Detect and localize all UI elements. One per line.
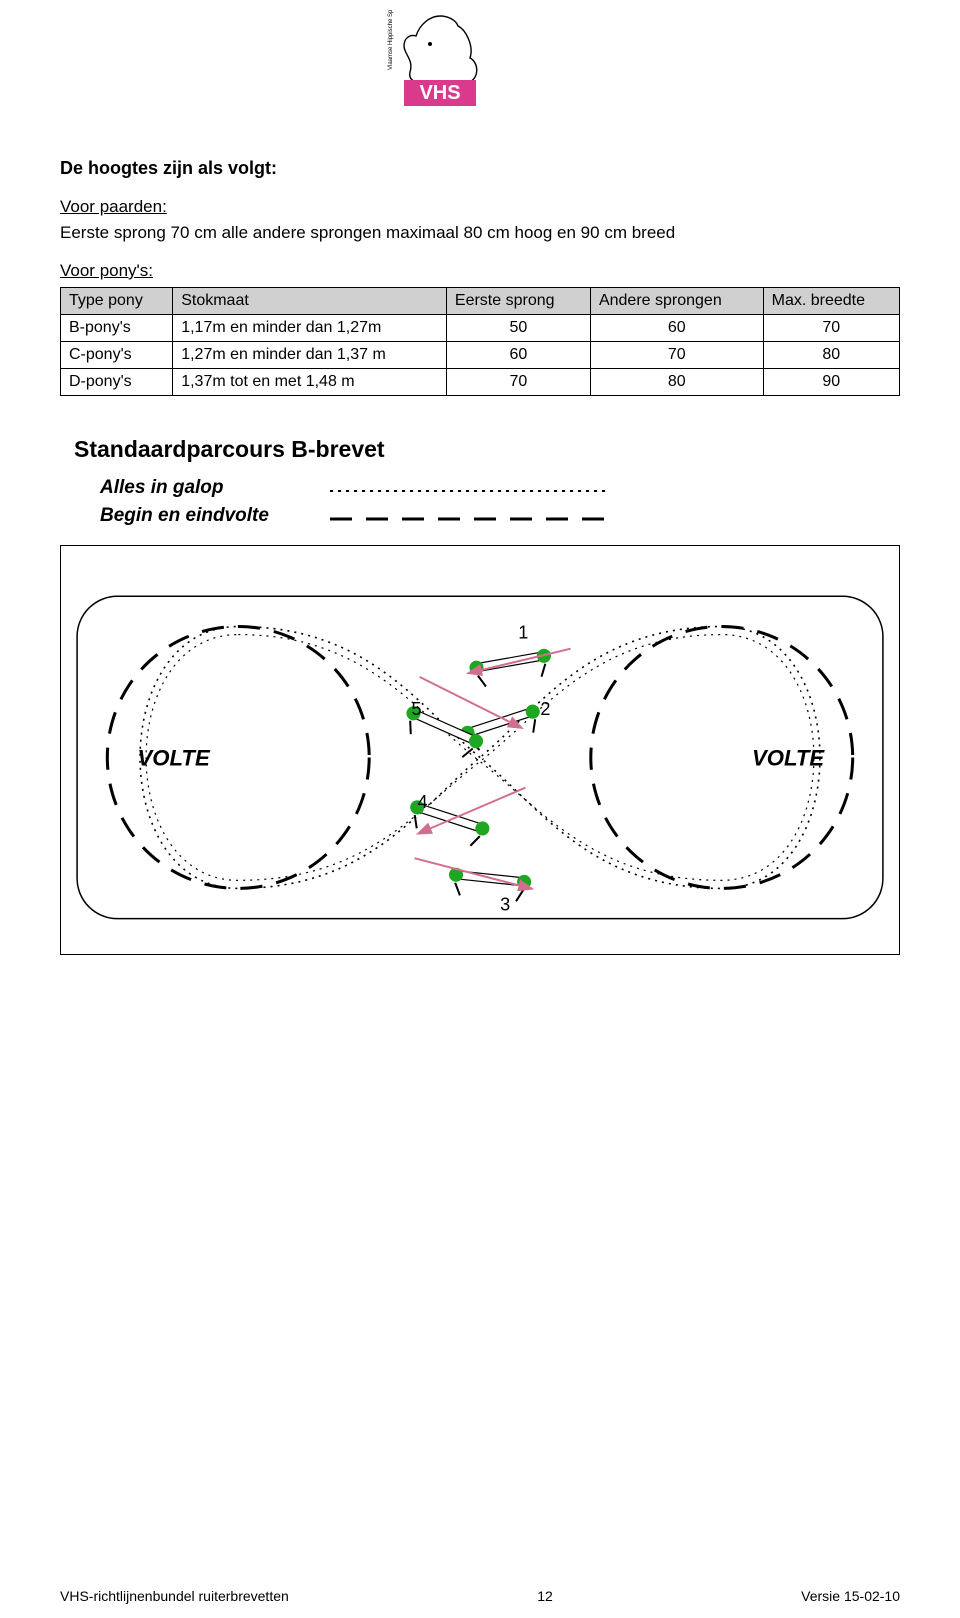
pony-section-label: Voor pony's:	[60, 261, 900, 281]
svg-text:2: 2	[540, 699, 550, 719]
heading: De hoogtes zijn als volgt:	[60, 158, 900, 179]
footer-right: Versie 15-02-10	[801, 1588, 900, 1604]
volte-right-label: VOLTE	[752, 746, 825, 771]
svg-text:3: 3	[500, 895, 510, 915]
table-row: B-pony's 1,17m en minder dan 1,27m 50 60…	[61, 315, 900, 342]
th-type: Type pony	[61, 288, 173, 315]
table-row: D-pony's 1,37m tot en met 1,48 m 70 80 9…	[61, 369, 900, 396]
diagram-frame: VOLTE VOLTE 1	[60, 545, 900, 955]
table-row: C-pony's 1,27m en minder dan 1,37 m 60 7…	[61, 342, 900, 369]
course-diagram: VOLTE VOLTE 1	[67, 556, 893, 939]
logo: VHS Vlaamse Hippische Sportbond	[370, 10, 510, 120]
th-max: Max. breedte	[763, 288, 899, 315]
legend-dotted-icon	[330, 479, 610, 497]
diagram-title: Standaardparcours B-brevet	[74, 436, 900, 463]
th-andere: Andere sprongen	[590, 288, 763, 315]
footer-left: VHS-richtlijnenbundel ruiterbrevetten	[60, 1588, 289, 1604]
svg-text:4: 4	[418, 792, 428, 812]
svg-text:1: 1	[518, 623, 528, 643]
horse-line: Eerste sprong 70 cm alle andere sprongen…	[60, 223, 900, 243]
svg-text:5: 5	[412, 699, 422, 719]
pony-table: Type pony Stokmaat Eerste sprong Andere …	[60, 287, 900, 396]
footer-page-number: 12	[537, 1588, 553, 1604]
legend-dashed-icon	[330, 507, 610, 525]
logo-acronym: VHS	[419, 82, 460, 104]
page-footer: VHS-richtlijnenbundel ruiterbrevetten 12…	[60, 1588, 900, 1604]
legend-row-volte: Begin en eindvolte	[100, 505, 900, 527]
legend-row-galop: Alles in galop	[100, 477, 900, 499]
horse-section-label: Voor paarden:	[60, 197, 900, 217]
th-stokmaat: Stokmaat	[173, 288, 447, 315]
logo-subtext: Vlaamse Hippische Sportbond	[388, 10, 394, 70]
th-eerste: Eerste sprong	[446, 288, 590, 315]
diagram-block: Standaardparcours B-brevet Alles in galo…	[60, 436, 900, 955]
volte-left-label: VOLTE	[138, 746, 211, 771]
